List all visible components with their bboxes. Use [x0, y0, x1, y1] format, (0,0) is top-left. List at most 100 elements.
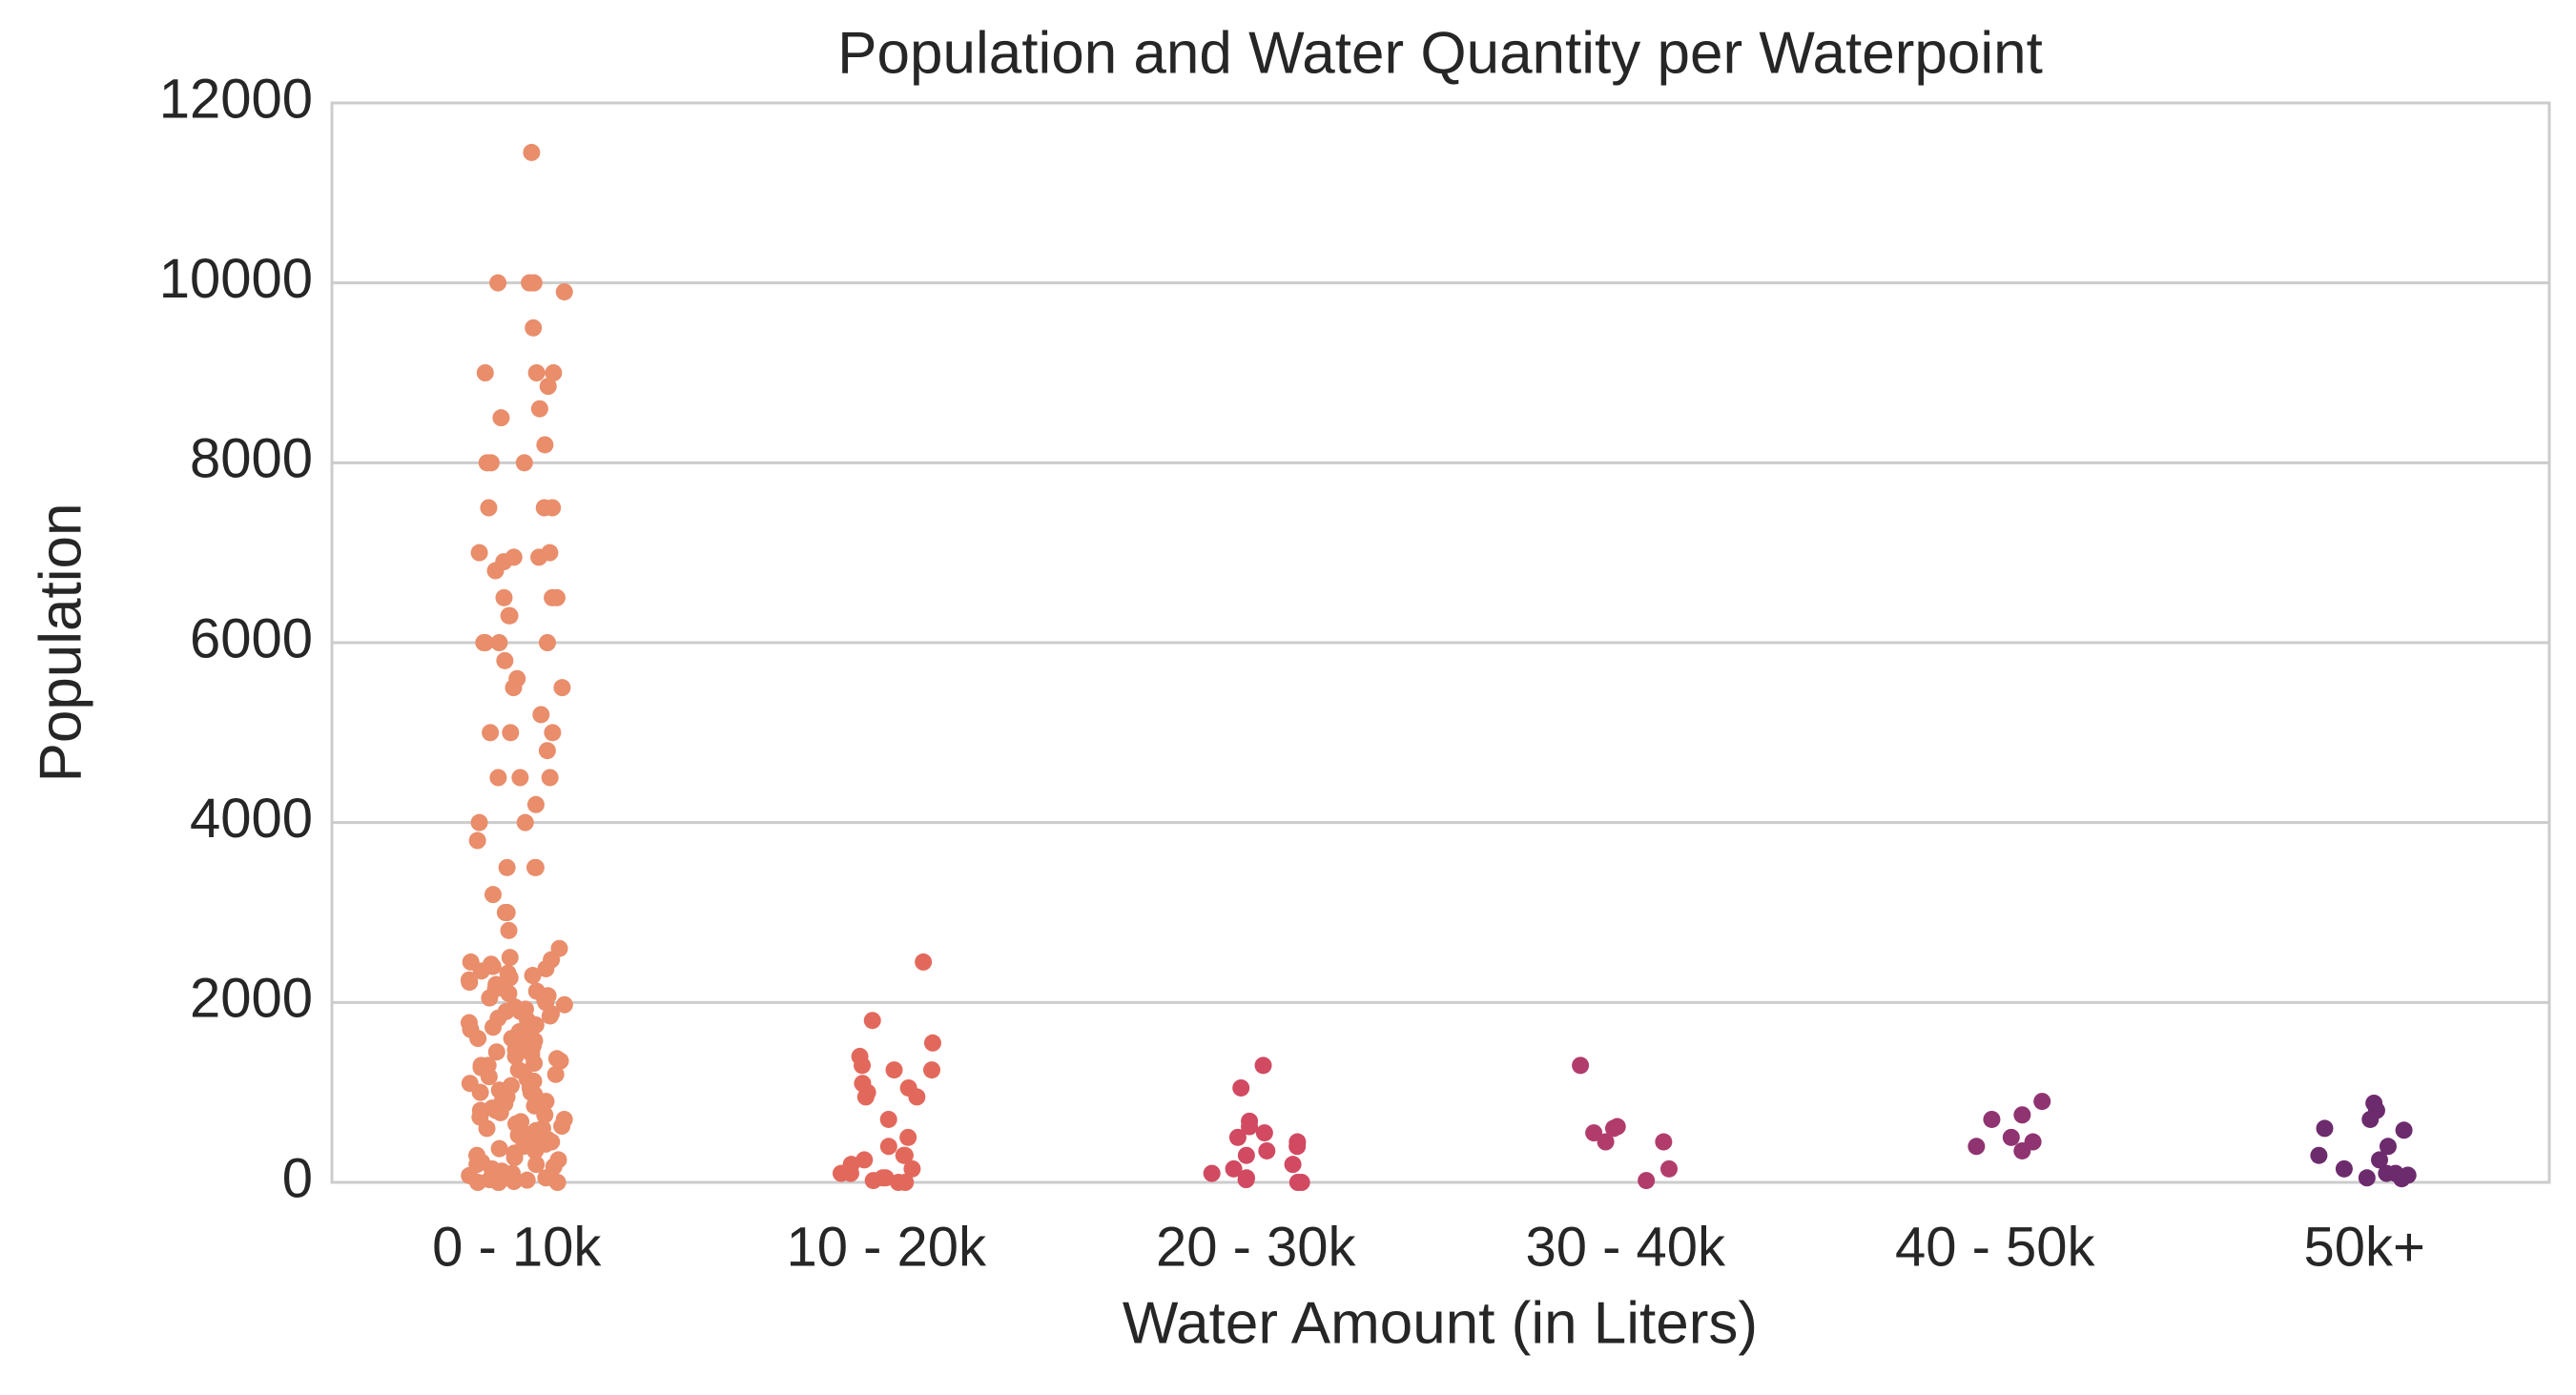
point — [915, 953, 933, 971]
point — [1655, 1133, 1673, 1151]
point — [468, 831, 486, 850]
point — [541, 769, 559, 787]
point — [2370, 1151, 2388, 1169]
point — [1292, 1174, 1310, 1191]
x-tick-label: 20 - 30k — [1156, 1216, 1357, 1278]
point — [516, 813, 534, 831]
point — [524, 967, 542, 985]
point — [923, 1061, 941, 1079]
point — [2316, 1119, 2334, 1138]
point — [461, 974, 479, 992]
point — [525, 1072, 543, 1090]
point — [511, 769, 529, 787]
point — [501, 606, 519, 625]
point — [1585, 1124, 1603, 1142]
point — [525, 274, 543, 292]
point — [2379, 1138, 2397, 1156]
point — [895, 1146, 913, 1164]
point — [527, 364, 546, 381]
point — [856, 1088, 875, 1106]
point — [497, 1002, 515, 1020]
point — [2013, 1106, 2031, 1124]
point — [470, 544, 488, 562]
point — [506, 1040, 525, 1058]
point — [526, 858, 545, 876]
y-tick-label: 8000 — [190, 428, 313, 490]
point — [1225, 1159, 1243, 1178]
point — [544, 724, 562, 742]
point — [885, 1061, 903, 1079]
point — [538, 634, 556, 651]
point — [480, 499, 498, 517]
point — [538, 742, 556, 760]
y-tick-label: 10000 — [159, 248, 313, 310]
point — [854, 1057, 872, 1075]
point — [470, 813, 488, 831]
point — [471, 1101, 489, 1119]
chart-title: Population and Water Quantity per Waterp… — [837, 20, 2043, 86]
x-tick-label: 0 - 10k — [432, 1216, 602, 1278]
point — [1638, 1172, 1656, 1190]
point — [553, 1118, 571, 1136]
point — [492, 409, 510, 427]
point — [1237, 1146, 1255, 1164]
point — [545, 364, 563, 381]
point — [879, 1110, 897, 1128]
point — [526, 795, 545, 813]
point — [536, 436, 554, 454]
y-axis-label: Population — [28, 503, 93, 782]
point — [468, 1174, 486, 1191]
point — [2335, 1159, 2353, 1178]
point — [482, 724, 500, 742]
point — [498, 858, 516, 876]
point — [544, 588, 562, 606]
point — [537, 959, 555, 977]
x-tick-label: 10 - 20k — [786, 1216, 987, 1278]
point — [2358, 1169, 2376, 1187]
x-tick-label: 40 - 50k — [1895, 1216, 2096, 1278]
point — [469, 1030, 487, 1048]
point — [2033, 1093, 2051, 1111]
point — [475, 634, 493, 651]
point — [1237, 1171, 1255, 1189]
point — [2378, 1164, 2396, 1182]
y-tick-label: 2000 — [190, 968, 313, 1030]
point — [1572, 1057, 1590, 1075]
point — [484, 886, 502, 904]
point — [553, 679, 571, 697]
point — [482, 454, 500, 472]
point — [530, 548, 548, 566]
point — [890, 1174, 908, 1191]
point — [533, 1119, 551, 1138]
y-tick-label: 0 — [282, 1147, 313, 1209]
point — [899, 1128, 917, 1146]
point — [536, 1106, 554, 1124]
point — [490, 634, 508, 651]
point — [496, 651, 514, 669]
point — [512, 1113, 530, 1131]
point — [1228, 1128, 1247, 1146]
point — [532, 706, 550, 724]
point — [505, 1149, 524, 1167]
point — [903, 1159, 921, 1178]
point — [527, 1156, 546, 1174]
point — [500, 921, 518, 939]
point — [536, 991, 554, 1009]
point — [543, 1005, 561, 1023]
point — [539, 378, 557, 396]
point — [548, 1174, 567, 1191]
y-tick-label: 4000 — [190, 788, 313, 850]
point — [555, 283, 573, 301]
point — [495, 588, 513, 606]
point — [472, 1057, 490, 1075]
point — [544, 499, 562, 517]
point — [486, 562, 505, 580]
point — [505, 679, 523, 697]
point — [841, 1164, 859, 1182]
point — [489, 1174, 507, 1191]
point — [1660, 1159, 1679, 1178]
point — [484, 1018, 502, 1036]
y-tick-label: 12000 — [159, 68, 313, 130]
